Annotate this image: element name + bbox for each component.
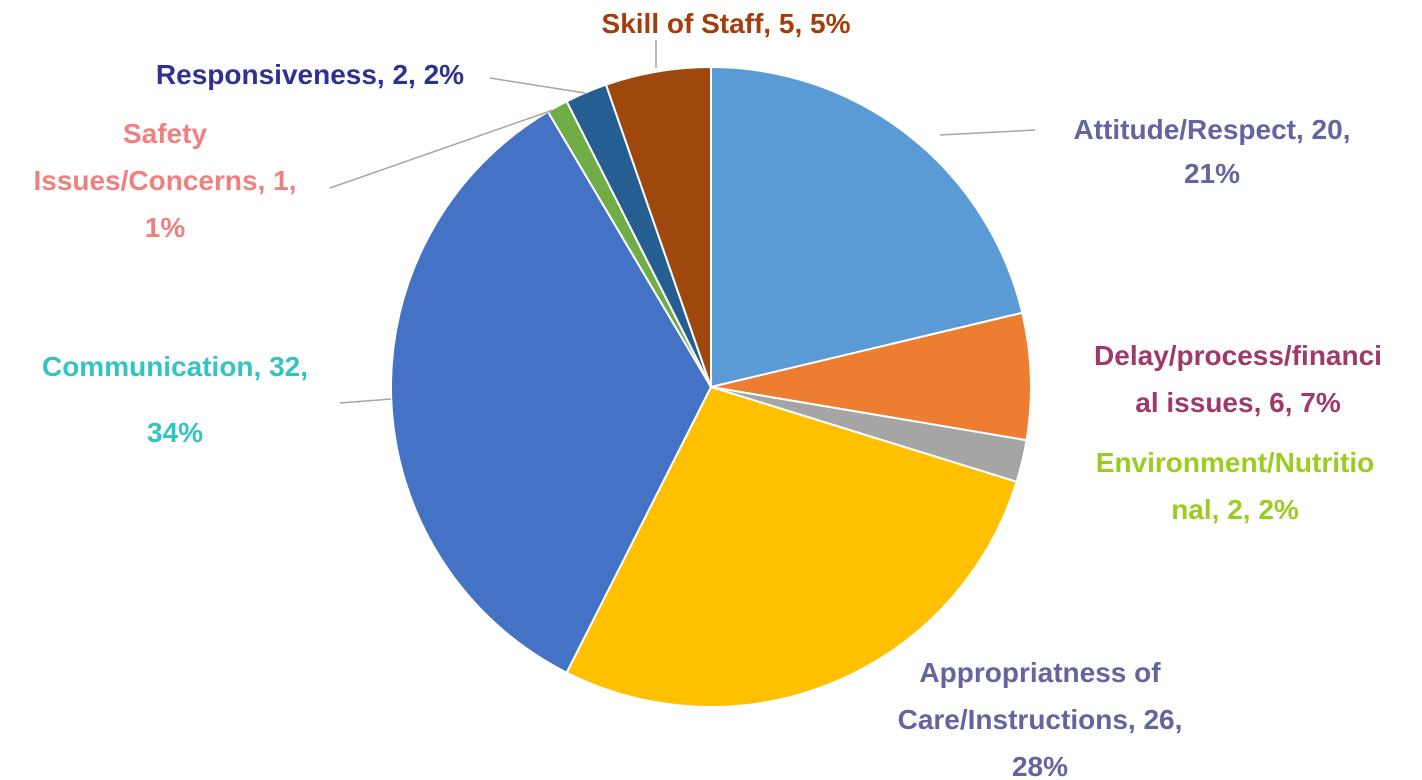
data-label: 21%: [1184, 158, 1240, 189]
pie-slice: [710, 65, 1024, 389]
data-label: al issues, 6, 7%: [1135, 387, 1341, 418]
data-label: nal, 2, 2%: [1171, 494, 1299, 525]
data-label: 28%: [1012, 751, 1068, 780]
data-label: Care/Instructions, 26,: [898, 704, 1183, 735]
leader-line: [939, 129, 1036, 136]
data-label: 34%: [147, 417, 203, 448]
data-label: Environment/Nutritio: [1096, 447, 1374, 478]
pie-slice: [390, 110, 713, 674]
pie-slice: [710, 311, 1032, 442]
data-label: Safety: [123, 118, 207, 149]
data-label: Issues/Concerns, 1,: [33, 165, 296, 196]
leader-line: [489, 77, 586, 94]
data-label: Responsiveness, 2, 2%: [156, 59, 464, 90]
data-label: Attitude/Respect, 20,: [1074, 114, 1351, 145]
data-label: Communication, 32,: [42, 351, 308, 382]
data-label: Delay/process/financi: [1094, 340, 1382, 371]
pie-slice: [565, 385, 1018, 708]
data-label: Skill of Staff, 5, 5%: [602, 8, 851, 39]
data-label: Appropriatness of: [919, 657, 1161, 688]
data-label: 1%: [145, 212, 186, 243]
pie-slice: [604, 65, 712, 388]
leader-line: [339, 398, 392, 404]
leader-line: [329, 109, 554, 189]
